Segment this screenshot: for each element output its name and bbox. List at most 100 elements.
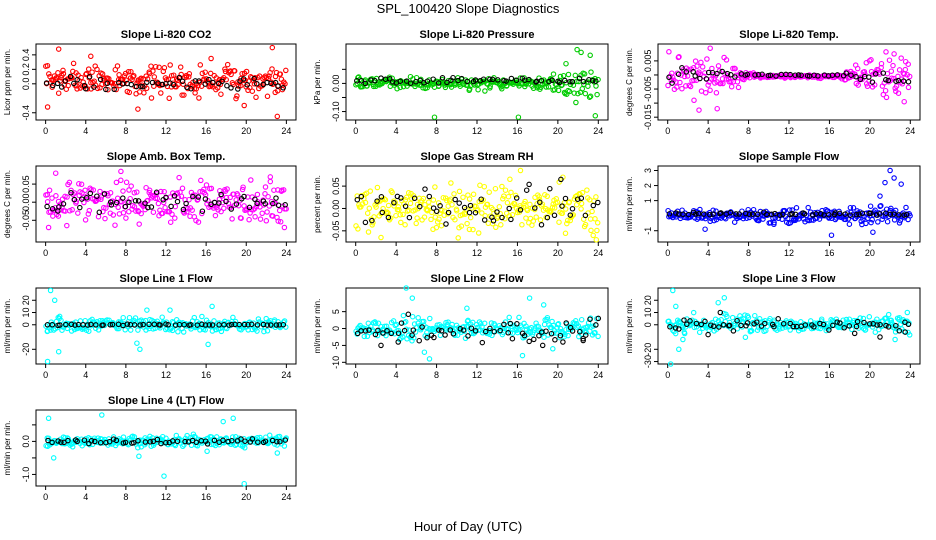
data-point [567, 217, 574, 224]
data-point [566, 88, 573, 95]
data-point [239, 186, 246, 193]
data-point [866, 314, 873, 320]
data-point [448, 180, 454, 186]
data-point [573, 99, 579, 106]
data-point [710, 323, 717, 330]
data-point [731, 219, 738, 225]
data-point [537, 217, 544, 223]
data-point [752, 312, 758, 319]
data-point [666, 318, 672, 325]
data-point [88, 187, 94, 193]
data-point [193, 439, 200, 446]
data-point [402, 203, 409, 210]
data-point [765, 72, 772, 79]
data-point [390, 318, 397, 324]
x-tick-label: 0 [665, 126, 670, 136]
data-point [523, 187, 530, 193]
data-point [580, 78, 587, 85]
data-point [901, 98, 907, 105]
data-point [280, 319, 287, 325]
panel-title: Slope Line 2 Flow [431, 273, 524, 285]
data-point [578, 206, 584, 212]
data-point [182, 438, 188, 445]
data-point [818, 316, 825, 322]
data-point [254, 200, 260, 207]
x-tick-label: 16 [824, 248, 834, 258]
data-point [486, 189, 492, 195]
data-point [710, 211, 716, 217]
data-point [384, 328, 390, 334]
data-point [885, 324, 892, 330]
data-point [534, 201, 540, 207]
data-point [104, 317, 110, 323]
data-point [593, 322, 599, 328]
data-point [589, 208, 595, 215]
y-tick-label: -30 [643, 355, 653, 368]
data-point [163, 439, 169, 446]
data-point [491, 328, 498, 335]
data-point [161, 65, 168, 71]
data-point [676, 346, 682, 353]
data-point [106, 438, 113, 445]
y-tick-label: -1 [643, 227, 653, 235]
data-point [103, 205, 109, 211]
data-point [888, 205, 894, 212]
data-point [235, 86, 241, 92]
data-point [145, 197, 151, 204]
data-point [463, 323, 470, 330]
data-point [274, 438, 280, 445]
x-tick-label: 20 [865, 248, 875, 258]
data-point [697, 75, 703, 82]
data-point [426, 193, 433, 200]
data-point [735, 84, 742, 91]
data-point [410, 193, 417, 199]
x-tick-label: 0 [43, 370, 48, 380]
data-point [108, 202, 115, 208]
data-point [742, 334, 749, 341]
data-point [55, 213, 62, 219]
data-point [582, 221, 589, 228]
data-point [763, 211, 770, 218]
data-point [544, 214, 551, 221]
x-tick-label: 12 [161, 248, 171, 258]
data-point [374, 184, 381, 191]
data-point [157, 322, 163, 328]
data-point [135, 198, 142, 204]
y-tick-label: 3 [643, 168, 653, 173]
data-point [397, 84, 403, 91]
data-point [436, 216, 442, 222]
panel-title: Slope Line 3 Flow [743, 273, 836, 285]
data-point [872, 207, 878, 214]
data-point [870, 229, 876, 235]
data-point [209, 322, 216, 328]
data-point [251, 81, 258, 87]
data-point [152, 63, 159, 70]
data-point [264, 322, 271, 328]
data-point [180, 329, 187, 335]
data-point [556, 79, 563, 86]
data-point [569, 328, 576, 334]
data-point [594, 220, 601, 226]
data-point [592, 329, 598, 336]
data-point [418, 325, 424, 331]
data-point [694, 63, 700, 69]
data-point [842, 216, 849, 223]
data-point [754, 319, 760, 325]
data-point [264, 209, 270, 215]
data-point [147, 439, 153, 445]
data-point [578, 49, 584, 56]
data-point [240, 184, 246, 190]
y-tick-label: 0.005 [643, 50, 653, 73]
data-point [254, 328, 260, 334]
data-point [453, 207, 460, 214]
data-point [876, 211, 883, 217]
data-point [891, 211, 897, 217]
x-tick-label: 8 [746, 126, 751, 136]
data-point [195, 196, 201, 203]
data-point [176, 74, 183, 81]
data-point [479, 339, 486, 346]
data-point [545, 84, 552, 90]
data-point [397, 78, 404, 85]
data-point [506, 205, 512, 212]
data-point [407, 200, 414, 207]
